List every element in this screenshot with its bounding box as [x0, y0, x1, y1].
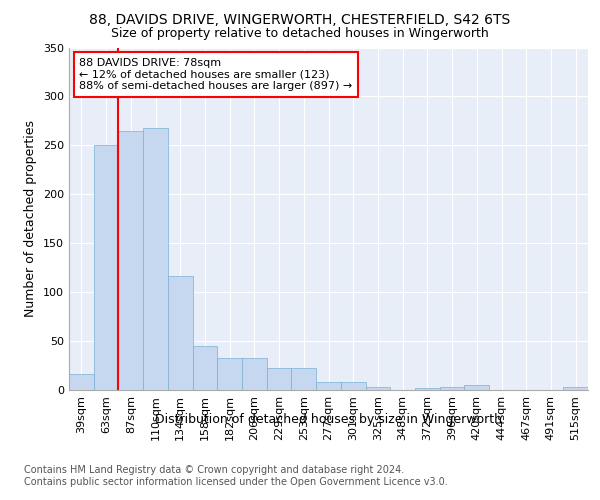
Bar	[440, 387, 464, 390]
Bar	[217, 358, 242, 390]
Text: 88 DAVIDS DRIVE: 78sqm
← 12% of detached houses are smaller (123)
88% of semi-de: 88 DAVIDS DRIVE: 78sqm ← 12% of detached…	[79, 58, 353, 91]
Bar	[242, 358, 267, 390]
Bar	[415, 388, 440, 390]
Text: 88, DAVIDS DRIVE, WINGERWORTH, CHESTERFIELD, S42 6TS: 88, DAVIDS DRIVE, WINGERWORTH, CHESTERFI…	[89, 12, 511, 26]
Bar	[316, 382, 341, 390]
Bar	[464, 385, 489, 390]
Bar	[292, 368, 316, 390]
Text: Contains HM Land Registry data © Crown copyright and database right 2024.
Contai: Contains HM Land Registry data © Crown c…	[24, 465, 448, 486]
Bar	[118, 130, 143, 390]
Bar	[267, 368, 292, 390]
Bar	[94, 146, 118, 390]
Bar	[563, 387, 588, 390]
Text: Size of property relative to detached houses in Wingerworth: Size of property relative to detached ho…	[111, 28, 489, 40]
Y-axis label: Number of detached properties: Number of detached properties	[25, 120, 37, 318]
Bar	[69, 374, 94, 390]
Text: Distribution of detached houses by size in Wingerworth: Distribution of detached houses by size …	[155, 412, 502, 426]
Bar	[341, 382, 365, 390]
Bar	[193, 346, 217, 390]
Bar	[143, 128, 168, 390]
Bar	[168, 276, 193, 390]
Bar	[365, 387, 390, 390]
